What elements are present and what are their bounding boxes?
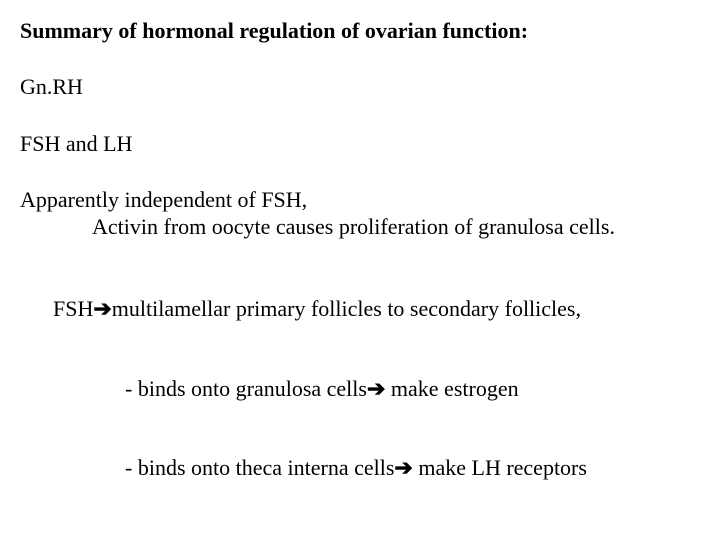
text-line-indent: Activin from oocyte causes proliferation… <box>20 214 700 240</box>
arrow-icon: ➔ <box>93 296 111 321</box>
text-line-indent: - binds onto granulosa cells➔ make estro… <box>20 349 700 428</box>
text-line-indent: - binds onto theca interna cells➔ make L… <box>20 428 700 507</box>
text-fragment: - binds onto granulosa cells <box>125 376 367 401</box>
paragraph-fsh-effects: FSH➔multilamellar primary follicles to s… <box>20 270 700 508</box>
text-line: FSH➔multilamellar primary follicles to s… <box>20 270 700 349</box>
text-fragment: FSH <box>53 296 93 321</box>
slide: Summary of hormonal regulation of ovaria… <box>0 0 720 540</box>
text-fragment: make LH receptors <box>413 455 587 480</box>
paragraph-fsh-lh: FSH and LH <box>20 131 700 157</box>
arrow-icon: ➔ <box>367 376 385 401</box>
slide-title: Summary of hormonal regulation of ovaria… <box>20 18 700 44</box>
text-line: Apparently independent of FSH, <box>20 187 700 213</box>
text-fragment: - binds onto theca interna cells <box>125 455 394 480</box>
paragraph-gnrh: Gn.RH <box>20 74 700 100</box>
arrow-icon: ➔ <box>394 455 412 480</box>
text-fragment: multilamellar primary follicles to secon… <box>112 296 581 321</box>
paragraph-activin: Apparently independent of FSH, Activin f… <box>20 187 700 240</box>
text-fragment: make estrogen <box>385 376 518 401</box>
